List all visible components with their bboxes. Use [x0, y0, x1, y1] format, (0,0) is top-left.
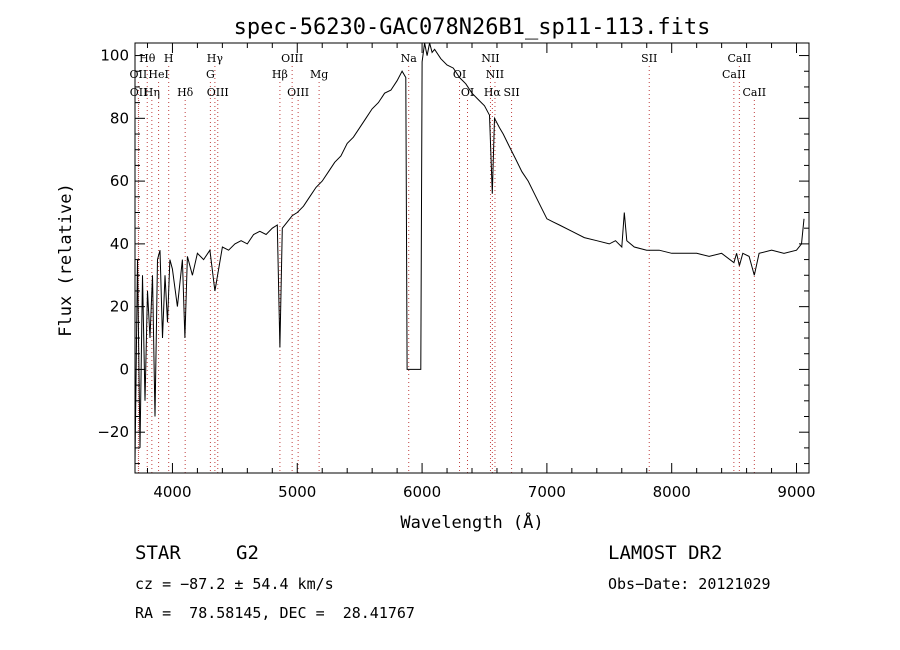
line-marker-label-13: OI — [453, 68, 466, 81]
redshift-value: cz = −87.2 ± 54.4 km/s — [135, 575, 334, 593]
line-marker-label-17: Hη — [144, 86, 160, 99]
line-marker-label-19: OIII — [207, 86, 229, 99]
y-axis-label: Flux (relative) — [56, 183, 76, 337]
y-tick-label-40: 40 — [110, 235, 129, 253]
y-tick-label-100: 100 — [100, 47, 129, 65]
x-tick-label-5000: 5000 — [278, 483, 316, 501]
line-marker-label-22: Hα — [484, 86, 502, 99]
subclass: G2 — [236, 542, 259, 564]
line-marker-label-4: Na — [401, 52, 418, 65]
line-marker-label-1: H — [164, 52, 174, 65]
x-tick-label-7000: 7000 — [528, 483, 566, 501]
line-marker-label-5: NII — [481, 52, 499, 65]
line-marker-label-20: OIII — [287, 86, 309, 99]
line-marker-label-9: HeI — [148, 68, 168, 81]
plot-frame — [134, 42, 810, 474]
line-marker-label-7: CaII — [728, 52, 752, 65]
x-tick-label-6000: 6000 — [403, 483, 441, 501]
line-marker-label-10: G — [206, 68, 215, 81]
line-marker-label-8: OII — [130, 68, 148, 81]
y-tick-label-0: 0 — [119, 360, 129, 378]
line-marker-label-12: Mg — [310, 68, 328, 81]
obs-date: Obs−Date: 20121029 — [608, 575, 771, 593]
plot-area: Hθ H Hγ OIII Na NII SII CaII OII HeI G Hβ Mg OI NII CaI… — [97, 42, 816, 501]
y-tick-label--20: −20 — [97, 423, 129, 441]
x-tick-label-9000: 9000 — [777, 483, 815, 501]
x-axis-label: Wavelength (Å) — [400, 511, 543, 533]
y-tick-label-60: 60 — [110, 172, 129, 190]
line-marker-label-23: SII — [503, 86, 519, 99]
spectrum-line — [134, 42, 805, 464]
object-class: STAR — [135, 542, 181, 564]
line-marker-label-24: CaII — [742, 86, 766, 99]
survey-name: LAMOST DR2 — [608, 542, 723, 564]
x-tick-label-4000: 4000 — [153, 483, 191, 501]
line-marker-label-0: Hθ — [139, 52, 156, 65]
chart-title: spec-56230-GAC078N26B1_sp11-113.fits — [234, 15, 711, 40]
line-marker-label-14: NII — [486, 68, 504, 81]
line-marker-label-2: Hγ — [207, 52, 224, 65]
line-marker-label-16: OII — [130, 86, 148, 99]
y-tick-label-20: 20 — [110, 298, 129, 316]
line-marker-label-6: SII — [641, 52, 657, 65]
coordinates: RA = 78.58145, DEC = 28.41767 — [135, 604, 415, 622]
x-tick-label-8000: 8000 — [653, 483, 691, 501]
line-marker-label-11: Hβ — [272, 68, 288, 81]
line-marker-label-21: OI — [461, 86, 474, 99]
y-tick-label-80: 80 — [110, 109, 129, 127]
line-marker-label-3: OIII — [281, 52, 303, 65]
line-marker-label-18: Hδ — [177, 86, 194, 99]
line-marker-label-15: CaII — [722, 68, 746, 81]
